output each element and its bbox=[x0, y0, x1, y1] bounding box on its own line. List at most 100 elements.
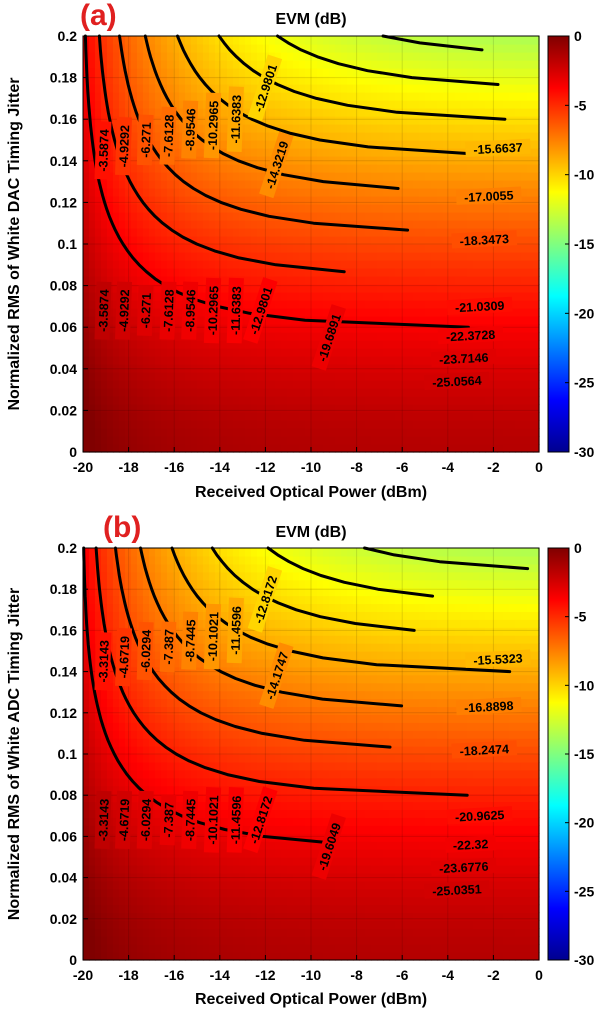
contour-label: -4.6719 bbox=[114, 628, 132, 687]
contour-label: -18.3473 bbox=[451, 230, 518, 249]
colorbar-tick-label: -30 bbox=[574, 444, 594, 460]
chart-title: EVM (dB) bbox=[275, 524, 346, 541]
contour-label: -4.6719 bbox=[114, 790, 132, 850]
x-tick-label: -16 bbox=[164, 967, 184, 983]
contour-label: -8.9546 bbox=[181, 100, 198, 159]
contour-line bbox=[83, 34, 470, 329]
y-axis-label: Normalized RMS of White DAC Timing Jitte… bbox=[6, 77, 23, 410]
x-tick-label: -2 bbox=[487, 967, 500, 983]
y-tick-label: 0.12 bbox=[50, 705, 77, 721]
contour-label: -23.6776 bbox=[430, 857, 497, 877]
contour-line bbox=[266, 546, 435, 598]
contour-label: -4.9292 bbox=[114, 117, 132, 176]
contour-label: -11.4596 bbox=[226, 787, 244, 853]
contour-label: -10.1021 bbox=[203, 603, 221, 670]
colorbar-tick-label: -5 bbox=[574, 97, 587, 113]
contour-label: -22.3728 bbox=[437, 325, 504, 344]
colorbar-tick-label: -15 bbox=[574, 236, 594, 252]
colorbar-tick-label: -20 bbox=[574, 305, 594, 321]
y-tick-label: 0.1 bbox=[58, 746, 78, 762]
contour-label: -3.3143 bbox=[94, 632, 112, 691]
contour-label: -3.3143 bbox=[94, 790, 112, 850]
contour-label: -23.7146 bbox=[430, 348, 497, 367]
contour-label-text: -8.9546 bbox=[183, 108, 198, 151]
contour-label-text: -3.3143 bbox=[96, 640, 111, 683]
y-tick-labels: 0 0.02 0.04 0.06 0.08 0.1 0.12 0.14 0.16 0.18 0.2 bbox=[50, 540, 88, 968]
y-tick-label: 0.1 bbox=[58, 236, 78, 252]
contour-label-text: -10.1021 bbox=[206, 795, 222, 845]
colorbar-tick-label: -15 bbox=[574, 746, 594, 762]
contour-label-text: -6.0294 bbox=[138, 798, 153, 841]
y-tick-label: 0.06 bbox=[50, 319, 77, 335]
x-tick-label: -6 bbox=[396, 459, 409, 475]
contour-line bbox=[363, 546, 530, 571]
x-tick-label: -12 bbox=[255, 459, 275, 475]
colorbar-tick-label: 0 bbox=[574, 28, 582, 44]
colorbar-tick-label: -5 bbox=[574, 609, 587, 625]
contour-label-text: -7.6128 bbox=[161, 289, 176, 332]
contour-label-text: -18.3473 bbox=[459, 232, 509, 249]
contour-label: -18.2474 bbox=[451, 740, 518, 759]
contour-label-text: -4.9292 bbox=[117, 289, 132, 332]
y-tick-label: 0.16 bbox=[50, 111, 77, 127]
contour-label: -4.9292 bbox=[114, 281, 132, 340]
colorbar: 0 -5 -10 -15 -20 -25 -30 bbox=[547, 28, 594, 460]
contour-label-text: -3.5874 bbox=[96, 129, 111, 172]
contour-label: -7.387 bbox=[159, 621, 177, 673]
x-tick-label: -4 bbox=[442, 967, 455, 983]
contour-label-text: -11.6383 bbox=[228, 286, 244, 335]
contour-label-text: -6.271 bbox=[139, 122, 154, 158]
y-tick-label: 0.06 bbox=[50, 828, 77, 844]
contour-label-text: -10.2965 bbox=[206, 100, 222, 150]
x-tick-label: -18 bbox=[118, 459, 138, 475]
contour-label-text: -15.6637 bbox=[473, 141, 523, 158]
contour-label: -17.0055 bbox=[455, 186, 522, 205]
contour-label: -22.32 bbox=[445, 835, 497, 853]
contour-label: -11.6383 bbox=[226, 86, 244, 153]
contour-line bbox=[381, 34, 484, 52]
contour-label-text: -23.6776 bbox=[439, 860, 489, 877]
x-tick-label: -2 bbox=[487, 459, 500, 475]
contour-label-text: -7.6128 bbox=[161, 114, 176, 157]
colorbar: 0 -5 -10 -15 -20 -25 -30 bbox=[547, 540, 594, 968]
y-tick-label: 0.12 bbox=[50, 194, 77, 210]
contour-line bbox=[210, 546, 416, 632]
y-tick-label: 0.02 bbox=[50, 911, 77, 927]
contour-label-text: -7.387 bbox=[161, 629, 176, 665]
contour-label: -10.2965 bbox=[203, 92, 222, 159]
contour-label-text: -22.32 bbox=[453, 837, 489, 853]
contour-label: -11.6383 bbox=[226, 277, 244, 344]
colorbar-tick-label: -25 bbox=[574, 375, 594, 391]
contour-label-text: -8.9546 bbox=[183, 289, 198, 332]
contour-label: -7.6128 bbox=[159, 106, 177, 165]
contour-label: -6.0294 bbox=[136, 790, 154, 850]
contour-label-text: -15.5323 bbox=[473, 651, 523, 668]
y-tick-label: 0 bbox=[69, 444, 77, 460]
colorbar-tick-label: -10 bbox=[574, 677, 594, 693]
y-tick-label: 0.04 bbox=[50, 870, 77, 886]
x-tick-label: -20 bbox=[73, 967, 93, 983]
x-tick-label: -14 bbox=[210, 967, 230, 983]
contour-label: -21.0309 bbox=[446, 296, 513, 315]
contour-label-text: -17.0055 bbox=[464, 188, 514, 205]
colorbar-tick-label: 0 bbox=[574, 540, 582, 556]
contour-labels: -3.3143 -4.6719 -6.0294 -7.387 -8.7445 -10.10… bbox=[94, 566, 531, 899]
y-tick-label: 0.18 bbox=[50, 70, 77, 86]
x-tick-labels: -20 -18 -16 -14 -12 -10 -8 -6 -4 -2 0 bbox=[73, 955, 543, 983]
y-tick-label: 0.2 bbox=[58, 540, 78, 556]
contour-label-text: -4.6719 bbox=[117, 798, 132, 841]
x-tick-labels: -20 -18 -16 -14 -12 -10 -8 -6 -4 -2 0 bbox=[73, 447, 543, 475]
y-tick-label: 0.18 bbox=[50, 581, 77, 597]
x-tick-label: 0 bbox=[535, 967, 543, 983]
contour-label: -3.5874 bbox=[94, 121, 112, 180]
contour-label-text: -11.4596 bbox=[228, 795, 244, 844]
contour-label: -16.8898 bbox=[455, 696, 522, 715]
contour-label: -10.1021 bbox=[203, 787, 222, 853]
y-tick-label: 0.16 bbox=[50, 622, 77, 638]
y-tick-label: 0 bbox=[69, 952, 77, 968]
contour-label: -25.0351 bbox=[423, 880, 490, 899]
colorbar-tick-label: -30 bbox=[574, 952, 594, 968]
x-tick-label: -12 bbox=[255, 967, 275, 983]
contour-label: -7.6128 bbox=[159, 281, 177, 340]
contour-label: -20.9625 bbox=[446, 806, 513, 825]
